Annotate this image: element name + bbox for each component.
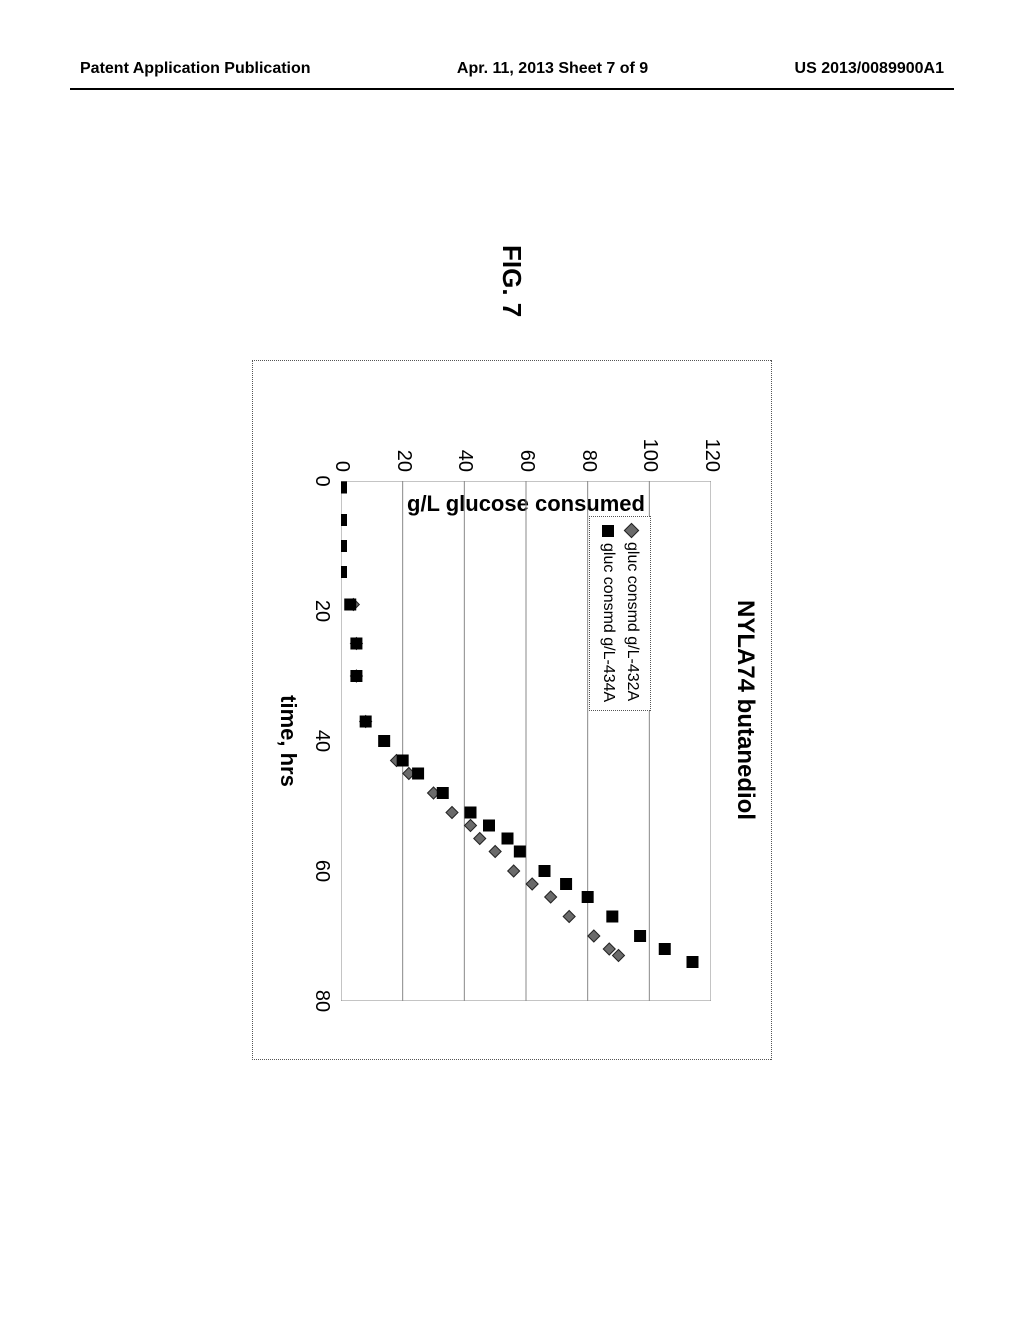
data-point [446,807,458,819]
x-axis-label: time, hrs [275,481,301,1001]
data-point [539,865,551,877]
data-point [659,943,671,955]
x-tick-label: 40 [310,711,333,771]
data-point [563,911,575,923]
data-point [341,540,347,552]
data-point [545,891,557,903]
x-tick-label: 80 [310,971,333,1031]
legend: gluc consmd g/L-432A gluc consmd g/L-434… [589,516,651,711]
chart-plot [341,481,711,1001]
data-point [397,755,409,767]
legend-row-0: gluc consmd g/L-432A [620,525,644,702]
data-point [350,670,362,682]
x-tick-label: 60 [310,841,333,901]
data-point [465,820,477,832]
y-tick-label: 120 [700,412,723,472]
data-point [634,930,646,942]
data-point [687,956,699,968]
header-right: US 2013/0089900A1 [795,60,944,78]
chart-panel: NYLA74 butanediol g/L glucose consumed t… [252,360,772,1060]
header-left: Patent Application Publication [80,60,311,78]
data-point [378,735,390,747]
data-point [341,514,347,526]
data-point [489,846,501,858]
diamond-icon [624,523,640,539]
data-point [588,930,600,942]
header-rule [70,88,954,90]
y-tick-label: 60 [515,412,538,472]
data-point [474,833,486,845]
gridlines [341,481,711,1001]
y-tick-label: 80 [577,412,600,472]
data-point [526,878,538,890]
data-point [483,820,495,832]
chart-title: NYLA74 butanediol [731,361,759,1059]
y-tick-label: 100 [638,412,661,472]
page: Patent Application Publication Apr. 11, … [0,0,1024,1320]
figure-caption-text: FIG. 7 [497,245,528,317]
x-tick-label: 0 [310,451,333,511]
data-point [606,911,618,923]
square-icon [602,525,614,537]
legend-label-1: gluc consmd g/L-434A [596,543,620,702]
data-point [465,807,477,819]
page-header: Patent Application Publication Apr. 11, … [0,60,1024,78]
y-tick-label: 0 [330,412,353,472]
data-point [350,638,362,650]
header-mid: Apr. 11, 2013 Sheet 7 of 9 [457,60,648,78]
data-point [412,768,424,780]
legend-row-1: gluc consmd g/L-434A [596,525,620,702]
data-point [514,846,526,858]
data-point [508,865,520,877]
data-point [437,787,449,799]
figure: FIG. 7 NYLA74 butanediol g/L glucose con… [252,300,772,1060]
data-point [502,833,514,845]
data-point [613,950,625,962]
data-point [341,482,347,494]
data-point [603,943,615,955]
y-tick-label: 40 [453,412,476,472]
y-tick-label: 20 [392,412,415,472]
data-point [582,891,594,903]
data-point [560,878,572,890]
data-point [360,716,372,728]
x-tick-label: 20 [310,581,333,641]
figure-caption: FIG. 7 [252,245,772,317]
data-point [344,599,356,611]
data-point [341,566,347,578]
legend-label-0: gluc consmd g/L-432A [620,542,644,701]
